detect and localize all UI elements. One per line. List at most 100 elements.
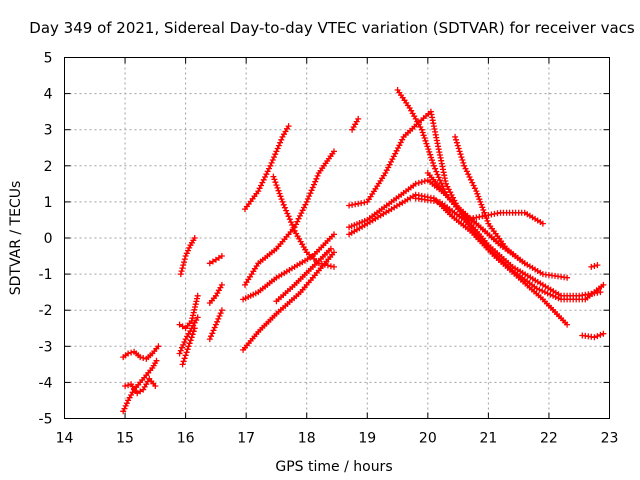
data-point (467, 176, 474, 183)
data-point (178, 268, 185, 275)
data-point (539, 287, 546, 294)
data-point (288, 219, 294, 226)
data-point (412, 180, 419, 187)
data-point (275, 187, 282, 194)
data-point (271, 154, 277, 161)
series-arc-5 (176, 314, 201, 357)
x-tick-label: 22 (540, 431, 558, 447)
data-point (428, 154, 435, 161)
data-point (454, 142, 461, 149)
data-point (435, 174, 442, 181)
data-point (181, 355, 188, 362)
data-point (276, 190, 283, 197)
y-tick-label: 2 (44, 159, 53, 175)
data-point (186, 340, 193, 347)
x-tick-label: 19 (358, 431, 376, 447)
data-point (191, 325, 198, 332)
data-point (190, 312, 196, 319)
data-point (422, 137, 429, 144)
data-point (307, 190, 314, 197)
data-point (206, 336, 213, 343)
data-point (290, 224, 297, 231)
data-point (461, 162, 468, 169)
data-point (140, 355, 147, 361)
y-tick-label: 5 (44, 51, 53, 67)
data-point (217, 310, 224, 317)
data-point (183, 349, 190, 356)
data-point (180, 358, 187, 365)
data-point (314, 172, 321, 179)
series-arc-25 (579, 330, 607, 341)
data-point (456, 148, 463, 155)
data-point (299, 207, 306, 214)
data-point (272, 179, 279, 186)
data-point (453, 136, 459, 143)
data-point (194, 292, 201, 299)
data-point (218, 253, 225, 259)
data-point (479, 204, 486, 211)
data-point (120, 408, 127, 415)
data-point (155, 343, 162, 350)
series-arc-12 (242, 148, 337, 288)
data-point (477, 198, 484, 205)
data-point (419, 129, 426, 136)
data-point (303, 198, 310, 205)
x-tick-label: 21 (479, 431, 497, 447)
data-point (564, 274, 571, 281)
data-point (474, 190, 481, 197)
data-point (309, 184, 316, 191)
data-point (302, 201, 309, 208)
data-point (125, 382, 132, 389)
data-point (218, 307, 225, 314)
data-point (269, 157, 276, 163)
data-point (473, 188, 480, 195)
data-point (418, 179, 425, 185)
data-point (484, 217, 491, 224)
data-point (210, 327, 217, 334)
data-point (284, 210, 291, 217)
data-point (481, 209, 488, 216)
y-tick-label: -1 (39, 267, 53, 283)
data-point (597, 331, 604, 338)
data-point (425, 146, 432, 153)
data-point (152, 383, 159, 389)
x-tick-label: 20 (419, 431, 437, 447)
y-tick-label: -5 (39, 412, 53, 428)
data-point (421, 178, 428, 185)
data-point (194, 314, 201, 321)
data-point (304, 196, 311, 202)
data-point (255, 188, 262, 195)
data-point (185, 343, 192, 350)
series-arc-4 (177, 235, 198, 278)
data-point (434, 171, 441, 178)
data-point (476, 196, 483, 203)
data-point (315, 260, 322, 267)
data-point (547, 291, 554, 298)
data-point (274, 184, 281, 191)
series-arc-17 (349, 115, 362, 133)
data-point (273, 148, 280, 155)
data-point (318, 261, 325, 267)
data-point (421, 135, 428, 141)
data-point (183, 250, 190, 257)
data-point (285, 123, 292, 130)
data-point (594, 262, 601, 269)
data-point (600, 281, 607, 288)
data-point (189, 331, 196, 338)
data-point (430, 162, 437, 169)
data-point (436, 177, 443, 184)
data-point (121, 405, 128, 412)
data-point (294, 218, 301, 225)
data-point (564, 321, 571, 328)
data-point (597, 289, 604, 296)
data-point (216, 313, 223, 319)
y-tick-label: 0 (44, 231, 53, 247)
data-point (308, 187, 315, 194)
data-point (591, 263, 598, 269)
data-point (331, 263, 337, 270)
data-point (331, 249, 337, 256)
y-tick-label: -3 (39, 339, 53, 355)
data-point (278, 136, 285, 143)
data-point (274, 145, 281, 152)
data-point (122, 383, 129, 389)
